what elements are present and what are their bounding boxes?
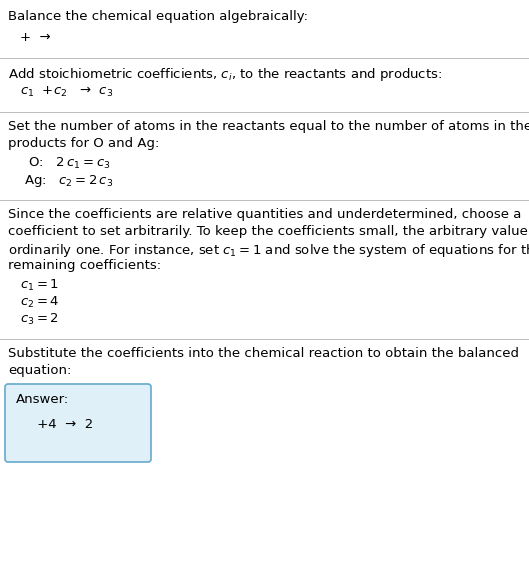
Text: $c_3 = 2$: $c_3 = 2$ <box>20 312 59 327</box>
Text: O:   $2\,c_1 = c_3$: O: $2\,c_1 = c_3$ <box>24 156 111 171</box>
Text: +4  →  2: +4 → 2 <box>16 418 93 431</box>
Text: Answer:: Answer: <box>16 393 69 406</box>
Text: Add stoichiometric coefficients, $c_i$, to the reactants and products:: Add stoichiometric coefficients, $c_i$, … <box>8 66 442 83</box>
Text: $c_1$  +$c_2$   →  $c_3$: $c_1$ +$c_2$ → $c_3$ <box>20 85 113 99</box>
Text: +  →: + → <box>20 31 51 44</box>
Text: Balance the chemical equation algebraically:: Balance the chemical equation algebraica… <box>8 10 308 23</box>
Text: Set the number of atoms in the reactants equal to the number of atoms in the: Set the number of atoms in the reactants… <box>8 120 529 133</box>
Text: remaining coefficients:: remaining coefficients: <box>8 259 161 272</box>
Text: equation:: equation: <box>8 364 71 377</box>
Text: Substitute the coefficients into the chemical reaction to obtain the balanced: Substitute the coefficients into the che… <box>8 347 519 360</box>
FancyBboxPatch shape <box>5 384 151 462</box>
Text: ordinarily one. For instance, set $c_1 = 1$ and solve the system of equations fo: ordinarily one. For instance, set $c_1 =… <box>8 242 529 259</box>
Text: $c_2 = 4$: $c_2 = 4$ <box>20 295 59 310</box>
Text: Ag:   $c_2 = 2\,c_3$: Ag: $c_2 = 2\,c_3$ <box>24 173 113 189</box>
Text: products for O and Ag:: products for O and Ag: <box>8 137 159 150</box>
Text: $c_1 = 1$: $c_1 = 1$ <box>20 278 59 293</box>
Text: coefficient to set arbitrarily. To keep the coefficients small, the arbitrary va: coefficient to set arbitrarily. To keep … <box>8 225 529 238</box>
Text: Since the coefficients are relative quantities and underdetermined, choose a: Since the coefficients are relative quan… <box>8 208 522 221</box>
